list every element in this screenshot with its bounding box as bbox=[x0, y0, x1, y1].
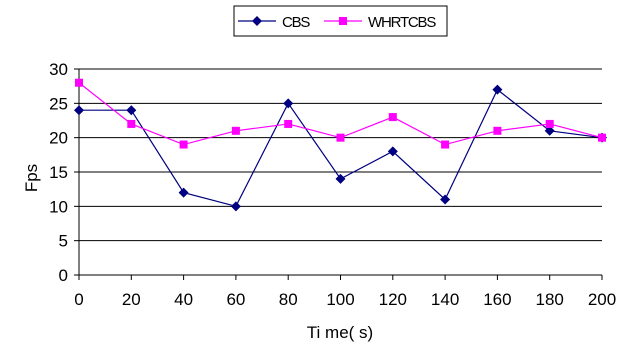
x-tick-label-40: 40 bbox=[174, 290, 193, 309]
legend-label-cbs: CBS bbox=[282, 14, 310, 31]
data-point-cbs-60 bbox=[230, 201, 241, 212]
data-point-whrtcbs-180 bbox=[545, 119, 554, 128]
y-tick-labels: 0 5 10 15 20 25 30 bbox=[49, 60, 68, 285]
data-point-cbs-100 bbox=[335, 173, 346, 184]
x-tick-label-20: 20 bbox=[122, 290, 141, 309]
legend-label-whrtcbs: WHRTCBS bbox=[368, 14, 436, 31]
data-point-whrtcbs-160 bbox=[493, 126, 502, 135]
y-tick-label-0: 0 bbox=[59, 266, 68, 285]
data-point-cbs-20 bbox=[126, 105, 137, 116]
data-point-whrtcbs-20 bbox=[127, 119, 136, 128]
data-point-whrtcbs-60 bbox=[231, 126, 240, 135]
series-group bbox=[74, 78, 607, 212]
y-tick-label-20: 20 bbox=[49, 129, 68, 148]
data-point-cbs-180 bbox=[544, 125, 555, 136]
data-point-whrtcbs-0 bbox=[75, 78, 83, 87]
y-tick-label-15: 15 bbox=[49, 163, 68, 182]
y-tick-label-25: 25 bbox=[49, 94, 68, 113]
legend-marker-whrtcbs bbox=[339, 17, 347, 25]
data-point-cbs-120 bbox=[387, 146, 398, 157]
y-axis-title: Fps bbox=[22, 164, 41, 192]
legend-item-cbs: CBS bbox=[238, 14, 312, 31]
x-tick-label-200: 200 bbox=[588, 290, 616, 309]
data-point-cbs-160 bbox=[492, 84, 503, 95]
y-tick-label-30: 30 bbox=[49, 60, 68, 79]
data-point-cbs-0 bbox=[74, 105, 84, 116]
x-tick-label-60: 60 bbox=[226, 290, 245, 309]
series-line-cbs bbox=[79, 88, 603, 208]
x-tick-label-180: 180 bbox=[536, 290, 564, 309]
data-point-cbs-80 bbox=[283, 98, 294, 109]
legend-marker-cbs bbox=[252, 16, 262, 26]
data-point-whrtcbs-120 bbox=[388, 113, 397, 122]
legend: CBS WHRTCBS bbox=[233, 5, 448, 37]
y-tick-label-5: 5 bbox=[59, 232, 68, 251]
data-point-whrtcbs-200 bbox=[598, 133, 606, 142]
data-point-whrtcbs-100 bbox=[336, 133, 345, 142]
x-tick-label-0: 0 bbox=[74, 290, 83, 309]
data-point-whrtcbs-80 bbox=[284, 119, 293, 128]
x-axis-title: Ti me( s) bbox=[307, 323, 373, 342]
y-tick-label-10: 10 bbox=[49, 197, 68, 216]
series-whrtcbs bbox=[75, 78, 606, 149]
data-point-cbs-40 bbox=[178, 187, 189, 198]
x-tick-label-140: 140 bbox=[431, 290, 459, 309]
x-tick-label-100: 100 bbox=[326, 290, 354, 309]
legend-item-whrtcbs: WHRTCBS bbox=[324, 14, 438, 31]
x-tick-label-160: 160 bbox=[483, 290, 511, 309]
data-point-cbs-140 bbox=[440, 194, 451, 205]
data-point-whrtcbs-140 bbox=[441, 140, 450, 149]
x-tick-labels: 0 20 40 60 80 100 120 140 160 180 200 bbox=[74, 275, 616, 309]
data-point-whrtcbs-40 bbox=[179, 140, 188, 149]
x-tick-label-80: 80 bbox=[279, 290, 298, 309]
gridlines bbox=[74, 68, 602, 276]
x-tick-label-120: 120 bbox=[379, 290, 407, 309]
